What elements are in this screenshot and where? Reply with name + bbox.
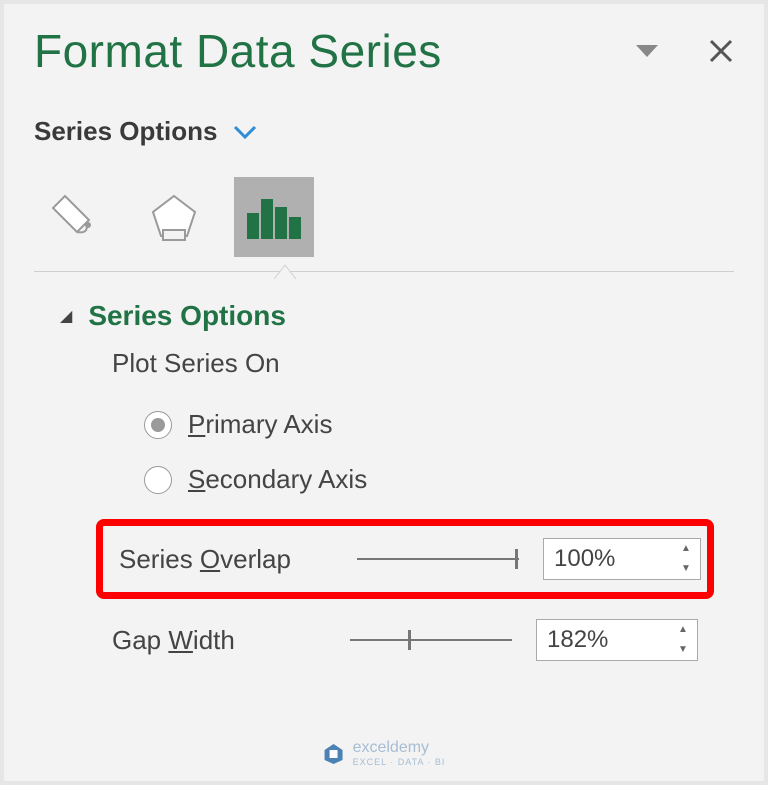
series-options-section-header[interactable]: ◢ Series Options — [34, 300, 734, 332]
gap-width-value[interactable]: 182% — [537, 620, 669, 660]
watermark-icon — [323, 742, 345, 764]
series-options-tab[interactable] — [234, 177, 314, 257]
series-overlap-row: Series Overlap 100% ▲▼ — [103, 528, 701, 590]
gap-width-spinner[interactable]: ▲▼ — [669, 620, 697, 660]
series-overlap-spinner[interactable]: ▲▼ — [672, 539, 700, 579]
plot-series-on-label: Plot Series On — [34, 348, 734, 379]
close-icon[interactable] — [708, 38, 734, 64]
separator — [34, 271, 734, 272]
chevron-down-icon — [232, 124, 258, 140]
watermark-tagline: EXCEL · DATA · BI — [353, 757, 446, 767]
series-options-dropdown[interactable]: Series Options — [34, 116, 734, 147]
series-overlap-label: Series Overlap — [119, 544, 339, 575]
secondary-axis-radio[interactable] — [144, 466, 172, 494]
secondary-axis-label: Secondary Axis — [188, 464, 367, 495]
format-data-series-pane: Format Data Series Series Options — [4, 4, 764, 781]
series-overlap-value[interactable]: 100% — [544, 539, 672, 579]
primary-axis-label: Primary Axis — [188, 409, 332, 440]
series-overlap-highlight: Series Overlap 100% ▲▼ — [96, 519, 714, 599]
collapse-triangle-icon: ◢ — [60, 306, 72, 326]
series-overlap-input[interactable]: 100% ▲▼ — [543, 538, 701, 580]
pane-header: Format Data Series — [34, 24, 734, 78]
section-title: Series Options — [88, 300, 286, 332]
series-options-label: Series Options — [34, 116, 218, 147]
secondary-axis-option[interactable]: Secondary Axis — [34, 464, 734, 495]
watermark-name: exceldemy — [353, 739, 429, 756]
gap-width-input[interactable]: 182% ▲▼ — [536, 619, 698, 661]
watermark: exceldemy EXCEL · DATA · BI — [323, 739, 446, 767]
gap-width-label: Gap Width — [112, 625, 332, 656]
pane-title: Format Data Series — [34, 24, 442, 78]
gap-width-row: Gap Width 182% ▲▼ — [34, 609, 734, 671]
effects-tab[interactable] — [134, 177, 214, 257]
primary-axis-option[interactable]: Primary Axis — [34, 409, 734, 440]
category-icon-row — [34, 177, 734, 257]
primary-axis-radio[interactable] — [144, 411, 172, 439]
options-dropdown-icon[interactable] — [634, 43, 660, 59]
fill-line-tab[interactable] — [34, 177, 114, 257]
gap-width-slider[interactable] — [350, 626, 518, 654]
series-overlap-slider[interactable] — [357, 545, 525, 573]
